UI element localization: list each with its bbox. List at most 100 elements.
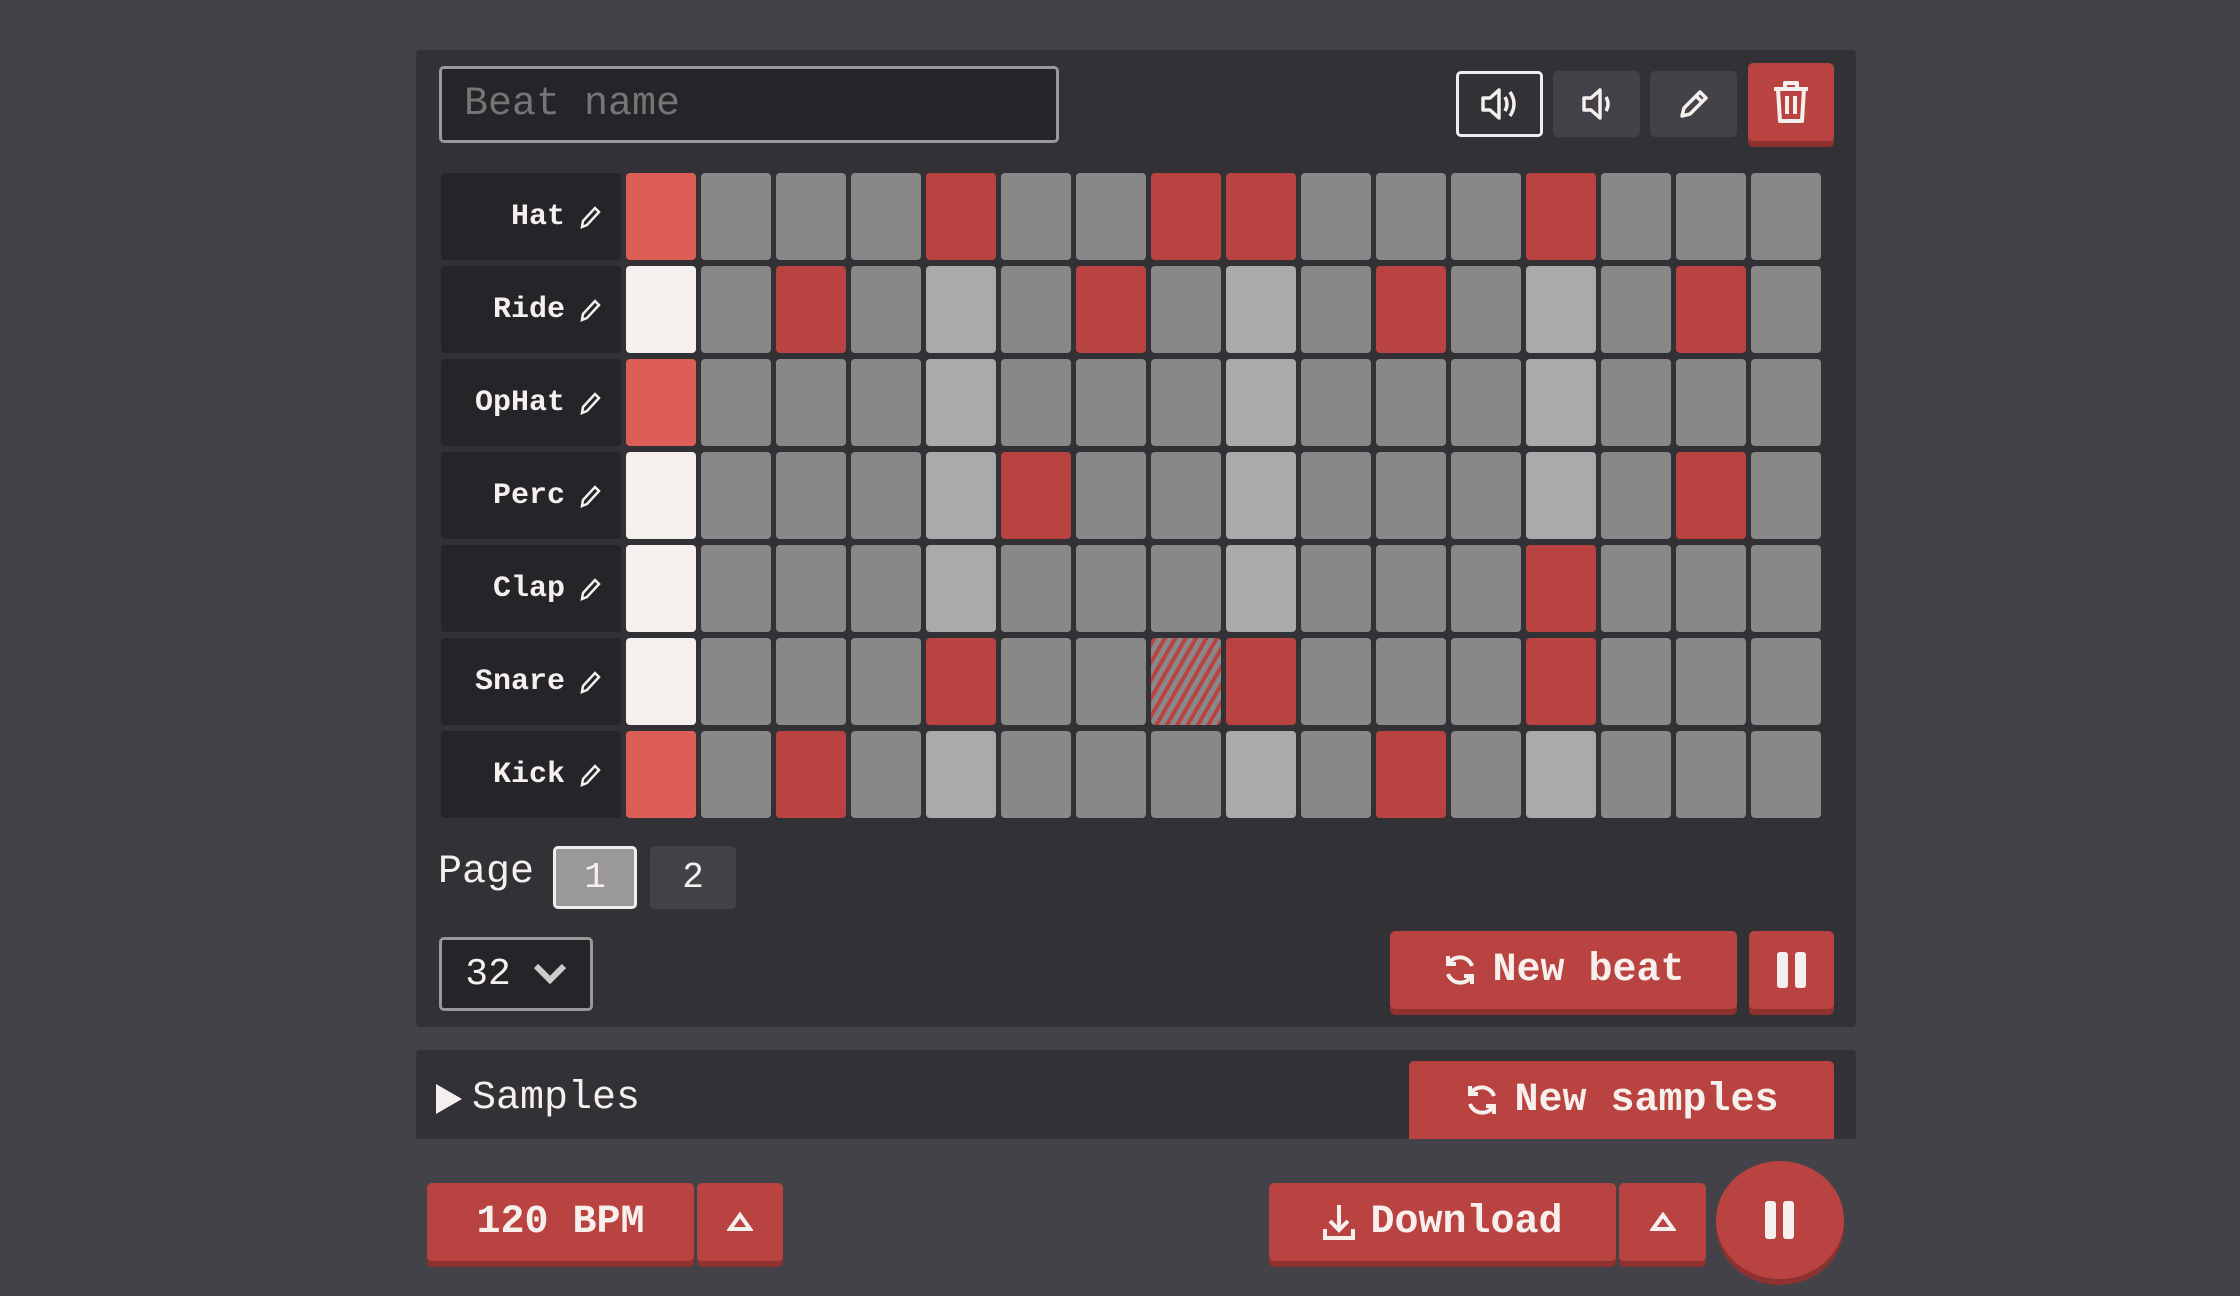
step-cell[interactable] xyxy=(776,638,846,725)
step-cell[interactable] xyxy=(851,359,921,446)
step-cell[interactable] xyxy=(1001,452,1071,539)
step-cell[interactable] xyxy=(701,638,771,725)
step-cell[interactable] xyxy=(626,266,696,353)
step-cell[interactable] xyxy=(1376,173,1446,260)
step-cell[interactable] xyxy=(1676,452,1746,539)
beat-name-input[interactable] xyxy=(439,66,1059,143)
step-cell[interactable] xyxy=(926,638,996,725)
track-label-hat[interactable]: Hat xyxy=(441,173,621,260)
page-2-button[interactable]: 2 xyxy=(650,846,736,909)
step-cell[interactable] xyxy=(1526,545,1596,632)
step-cell[interactable] xyxy=(1751,545,1821,632)
step-cell[interactable] xyxy=(1001,359,1071,446)
step-cell[interactable] xyxy=(701,731,771,818)
step-cell[interactable] xyxy=(1601,638,1671,725)
step-cell[interactable] xyxy=(1751,173,1821,260)
step-cell[interactable] xyxy=(851,545,921,632)
step-cell[interactable] xyxy=(926,452,996,539)
step-cell[interactable] xyxy=(1526,731,1596,818)
pause-beat-button[interactable] xyxy=(1749,931,1834,1009)
step-cell[interactable] xyxy=(1526,359,1596,446)
step-cell[interactable] xyxy=(1451,452,1521,539)
step-cell[interactable] xyxy=(1526,452,1596,539)
step-cell[interactable] xyxy=(1226,545,1296,632)
step-cell[interactable] xyxy=(1676,638,1746,725)
step-cell[interactable] xyxy=(1676,731,1746,818)
step-cell[interactable] xyxy=(1301,638,1371,725)
step-cell[interactable] xyxy=(626,359,696,446)
step-cell[interactable] xyxy=(926,266,996,353)
step-cell[interactable] xyxy=(1451,545,1521,632)
step-cell[interactable] xyxy=(1076,452,1146,539)
volume-low-button[interactable] xyxy=(1553,71,1640,137)
step-cell[interactable] xyxy=(1751,452,1821,539)
step-cell[interactable] xyxy=(1076,545,1146,632)
bpm-button[interactable]: 120 BPM xyxy=(427,1183,694,1261)
download-button[interactable]: Download xyxy=(1269,1183,1616,1261)
step-cell[interactable] xyxy=(1451,173,1521,260)
step-cell[interactable] xyxy=(1301,266,1371,353)
step-cell[interactable] xyxy=(926,731,996,818)
step-cell[interactable] xyxy=(776,266,846,353)
step-cell[interactable] xyxy=(1451,359,1521,446)
step-cell[interactable] xyxy=(1076,638,1146,725)
step-cell[interactable] xyxy=(1601,452,1671,539)
step-cell[interactable] xyxy=(1376,545,1446,632)
step-cell[interactable] xyxy=(1001,266,1071,353)
step-cell[interactable] xyxy=(1076,359,1146,446)
track-label-snare[interactable]: Snare xyxy=(441,638,621,725)
delete-button[interactable] xyxy=(1748,63,1834,141)
step-cell[interactable] xyxy=(1376,638,1446,725)
new-samples-button[interactable]: New samples xyxy=(1409,1061,1834,1139)
step-cell[interactable] xyxy=(626,545,696,632)
step-cell[interactable] xyxy=(1601,731,1671,818)
track-label-clap[interactable]: Clap xyxy=(441,545,621,632)
step-cell[interactable] xyxy=(701,359,771,446)
step-cell[interactable] xyxy=(1151,452,1221,539)
step-cell[interactable] xyxy=(776,545,846,632)
step-cell[interactable] xyxy=(1226,359,1296,446)
step-cell[interactable] xyxy=(851,731,921,818)
step-cell[interactable] xyxy=(1151,359,1221,446)
volume-loud-button[interactable] xyxy=(1456,71,1543,137)
step-cell[interactable] xyxy=(1226,638,1296,725)
step-cell[interactable] xyxy=(1376,266,1446,353)
step-cell[interactable] xyxy=(1151,638,1221,725)
length-select[interactable]: 32 xyxy=(439,937,593,1011)
step-cell[interactable] xyxy=(1526,173,1596,260)
step-cell[interactable] xyxy=(1526,266,1596,353)
step-cell[interactable] xyxy=(1001,173,1071,260)
step-cell[interactable] xyxy=(1301,545,1371,632)
step-cell[interactable] xyxy=(1226,452,1296,539)
step-cell[interactable] xyxy=(1601,545,1671,632)
step-cell[interactable] xyxy=(851,638,921,725)
step-cell[interactable] xyxy=(701,545,771,632)
step-cell[interactable] xyxy=(1601,359,1671,446)
step-cell[interactable] xyxy=(1001,545,1071,632)
step-cell[interactable] xyxy=(1751,359,1821,446)
step-cell[interactable] xyxy=(1226,173,1296,260)
edit-button[interactable] xyxy=(1650,71,1737,137)
step-cell[interactable] xyxy=(776,731,846,818)
step-cell[interactable] xyxy=(701,266,771,353)
step-cell[interactable] xyxy=(1376,359,1446,446)
step-cell[interactable] xyxy=(701,173,771,260)
download-expand-button[interactable] xyxy=(1619,1183,1706,1261)
step-cell[interactable] xyxy=(1151,731,1221,818)
step-cell[interactable] xyxy=(776,173,846,260)
step-cell[interactable] xyxy=(1301,452,1371,539)
step-cell[interactable] xyxy=(1301,731,1371,818)
track-label-perc[interactable]: Perc xyxy=(441,452,621,539)
step-cell[interactable] xyxy=(1151,545,1221,632)
step-cell[interactable] xyxy=(626,452,696,539)
step-cell[interactable] xyxy=(1451,638,1521,725)
step-cell[interactable] xyxy=(1376,452,1446,539)
step-cell[interactable] xyxy=(626,731,696,818)
step-cell[interactable] xyxy=(1676,359,1746,446)
step-cell[interactable] xyxy=(626,173,696,260)
step-cell[interactable] xyxy=(926,173,996,260)
step-cell[interactable] xyxy=(1526,638,1596,725)
step-cell[interactable] xyxy=(776,359,846,446)
step-cell[interactable] xyxy=(776,452,846,539)
samples-toggle[interactable]: Samples xyxy=(436,1076,640,1121)
